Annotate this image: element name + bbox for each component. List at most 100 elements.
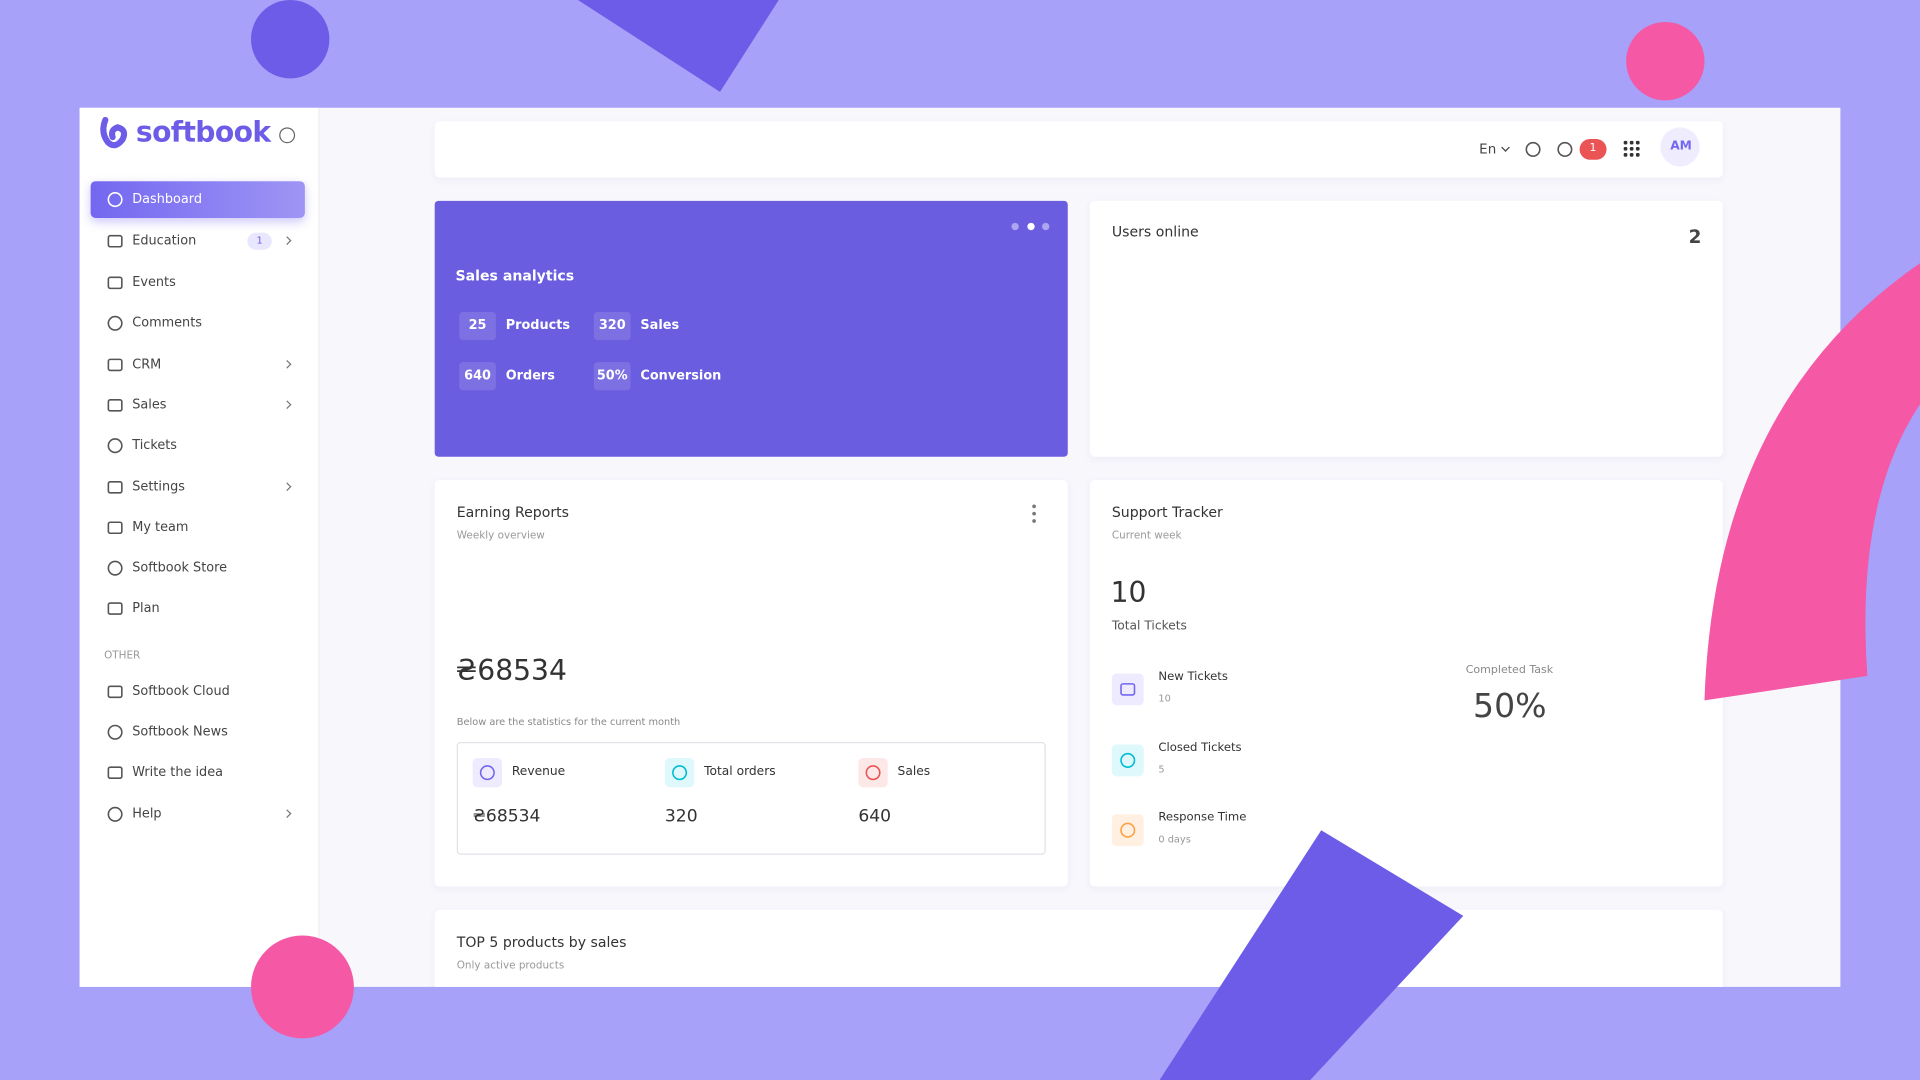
menu-icon <box>107 358 123 372</box>
menu-item[interactable]: Sales <box>132 397 167 413</box>
stat-value: 320 <box>593 311 631 340</box>
logo-text: softbook <box>135 116 271 149</box>
bell-icon <box>1557 141 1573 157</box>
stat-label: Revenue <box>511 765 566 779</box>
item-label: Closed Tickets <box>1158 741 1242 755</box>
item-value: 0 days <box>1158 833 1191 845</box>
stat-label: Conversion <box>640 368 722 383</box>
stat-value: 50% <box>593 362 631 390</box>
card-title: TOP 5 products by sales <box>456 933 627 951</box>
kebab-dot[interactable] <box>1032 518 1036 523</box>
deco-triangle <box>577 0 779 92</box>
dot <box>1629 153 1634 157</box>
menu-icon <box>107 521 123 535</box>
menu-section: OTHER <box>104 649 141 663</box>
menu-item[interactable]: My team <box>132 520 189 535</box>
dot <box>1629 140 1634 145</box>
menu-icon <box>107 560 123 576</box>
stat-label: Sales <box>897 765 931 779</box>
menu-item-active[interactable] <box>90 181 305 218</box>
avatar: AM <box>1670 139 1692 154</box>
support-icon <box>1525 141 1541 157</box>
dot <box>1635 140 1640 145</box>
stat-label: Sales <box>640 318 680 333</box>
menu-item[interactable]: Plan <box>132 600 160 616</box>
stat-value: 640 <box>858 806 892 827</box>
menu-icon <box>107 399 123 412</box>
notification-badge[interactable]: 1 <box>1579 138 1607 160</box>
stat-icon-bg <box>472 757 503 788</box>
sidebar <box>79 107 320 987</box>
avatar-ring[interactable] <box>1660 127 1700 167</box>
menu-item[interactable]: Help <box>132 806 162 822</box>
menu-item[interactable]: CRM <box>132 357 162 372</box>
menu-item[interactable]: Education <box>132 233 197 249</box>
item-icon <box>1120 683 1136 696</box>
menu-icon <box>107 276 123 290</box>
menu-icon <box>107 438 123 454</box>
kebab-dot[interactable] <box>1032 503 1036 508</box>
card-subtitle: Only active products <box>456 959 565 972</box>
menu-item[interactable]: Softbook Cloud <box>132 684 230 699</box>
stat-label: Total orders <box>704 765 776 779</box>
menu-item[interactable]: Events <box>132 275 176 290</box>
apps-icon[interactable] <box>1623 140 1641 158</box>
support-card <box>1089 480 1723 887</box>
item-value: 10 <box>1158 693 1171 705</box>
item-icon-bg <box>1111 744 1144 777</box>
carousel-dot[interactable] <box>1027 222 1035 231</box>
menu-item[interactable]: Softbook Store <box>132 560 228 576</box>
menu-item[interactable]: Settings <box>132 479 185 495</box>
menu-icon <box>107 481 123 494</box>
dot <box>1623 146 1628 151</box>
menu-icon <box>107 724 123 740</box>
menu-item[interactable]: Dashboard <box>132 191 203 207</box>
menu-item[interactable]: Write the idea <box>132 765 223 780</box>
stats-box <box>456 742 1046 855</box>
stat-label: Orders <box>505 368 555 383</box>
gauge-value: 50% <box>1473 687 1547 726</box>
menu-icon <box>107 685 123 699</box>
deco-circle <box>251 0 330 79</box>
earning-amount: ₴68534 <box>455 655 567 688</box>
menu-item[interactable]: Tickets <box>132 438 177 453</box>
dot <box>1635 146 1640 151</box>
stat-value: 640 <box>459 362 496 390</box>
users-card <box>1089 200 1723 457</box>
menu-icon <box>107 315 123 331</box>
item-value: 5 <box>1158 764 1165 776</box>
sidebar-toggle[interactable] <box>279 127 296 144</box>
item-icon <box>1120 752 1136 768</box>
gauge-label: Completed Task <box>1465 664 1554 677</box>
dot <box>1629 146 1634 151</box>
header-bar <box>434 121 1723 178</box>
card-title: Sales analytics <box>455 267 575 285</box>
stat-value: 25 <box>459 311 496 340</box>
card-title: Support Tracker <box>1111 503 1223 521</box>
card-subtitle: Current week <box>1111 529 1182 543</box>
stat-icon <box>865 765 881 781</box>
kebab-dot[interactable] <box>1032 511 1036 515</box>
card-title: Earning Reports <box>456 503 570 521</box>
total-label: Total Tickets <box>1111 619 1187 634</box>
item-icon <box>1120 822 1136 838</box>
stat-icon-bg <box>858 757 888 788</box>
carousel-dot[interactable] <box>1011 222 1019 231</box>
menu-item[interactable]: Comments <box>132 315 202 331</box>
stat-value: ₴68534 <box>472 806 541 827</box>
card-subtitle: Weekly overview <box>456 529 545 543</box>
menu-badge: 1 <box>247 232 272 250</box>
card-title: Users online <box>1111 223 1199 241</box>
card-note: Below are the statistics for the current… <box>456 716 681 728</box>
stat-value: 320 <box>664 806 698 827</box>
menu-item[interactable]: Softbook News <box>132 724 228 740</box>
sales-card <box>434 200 1068 457</box>
logo-icon <box>100 116 128 149</box>
language-select[interactable]: En <box>1479 141 1497 158</box>
menu-icon <box>107 806 123 822</box>
deco-circle <box>1626 22 1705 101</box>
carousel-dot[interactable] <box>1042 222 1050 231</box>
stat-icon-bg <box>664 757 695 788</box>
